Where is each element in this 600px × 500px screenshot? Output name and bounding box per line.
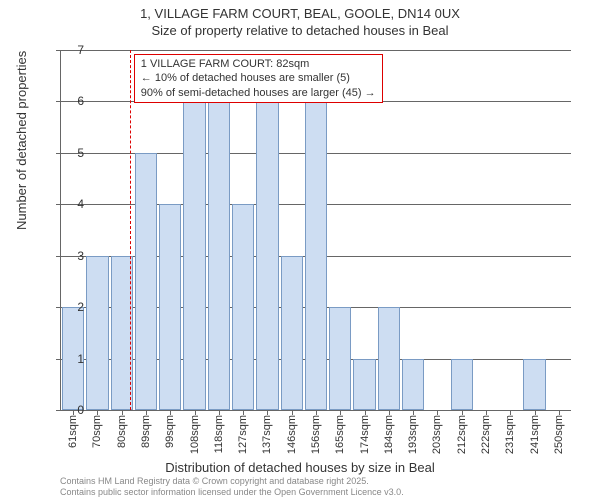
annotation-line2: ← 10% of detached houses are smaller (5) [141,71,376,85]
xtick-label: 250sqm [553,415,565,454]
ytick-mark [56,50,61,51]
bar [305,101,327,410]
ytick-mark [56,204,61,205]
ytick-mark [56,101,61,102]
xtick-label: 137sqm [261,415,273,454]
title-line2: Size of property relative to detached ho… [0,23,600,40]
bar [159,204,181,410]
xtick-label: 231sqm [504,415,516,454]
y-axis-label: Number of detached properties [14,51,29,230]
xtick-label: 165sqm [334,415,346,454]
bar [86,256,108,410]
ytick-label: 1 [64,352,84,366]
plot-region: 61sqm70sqm80sqm89sqm99sqm108sqm118sqm127… [60,50,571,411]
xtick-label: 222sqm [480,415,492,454]
bar [329,307,351,410]
annotation-box: 1 VILLAGE FARM COURT: 82sqm← 10% of deta… [134,54,383,103]
xtick-label: 89sqm [140,415,152,448]
ytick-mark [56,307,61,308]
xtick-label: 80sqm [116,415,128,448]
footer-line2: Contains public sector information licen… [60,487,404,498]
ytick-label: 6 [64,94,84,108]
bar [281,256,303,410]
xtick-label: 184sqm [383,415,395,454]
bar [135,153,157,410]
xtick-label: 203sqm [431,415,443,454]
chart-area: 61sqm70sqm80sqm89sqm99sqm108sqm118sqm127… [60,50,570,410]
ytick-mark [56,256,61,257]
ytick-label: 4 [64,197,84,211]
xtick-label: 70sqm [91,415,103,448]
xtick-label: 212sqm [456,415,468,454]
bar [183,101,205,410]
ytick-mark [56,153,61,154]
ytick-mark [56,359,61,360]
gridline [61,50,571,51]
bar [353,359,375,410]
ytick-mark [56,410,61,411]
bar [402,359,424,410]
footer-line1: Contains HM Land Registry data © Crown c… [60,476,404,487]
xtick-label: 108sqm [189,415,201,454]
bar [208,101,230,410]
xtick-label: 146sqm [286,415,298,454]
xtick-label: 193sqm [407,415,419,454]
xtick-label: 99sqm [164,415,176,448]
annotation-line3: 90% of semi-detached houses are larger (… [141,86,376,100]
x-axis-label: Distribution of detached houses by size … [0,460,600,475]
annotation-line1: 1 VILLAGE FARM COURT: 82sqm [141,57,376,71]
footer-attribution: Contains HM Land Registry data © Crown c… [60,476,404,498]
ytick-label: 0 [64,403,84,417]
bar [451,359,473,410]
bar [256,101,278,410]
xtick-label: 174sqm [359,415,371,454]
xtick-label: 127sqm [237,415,249,454]
bar [523,359,545,410]
marker-line [130,50,131,410]
bar [378,307,400,410]
xtick-label: 156sqm [310,415,322,454]
xtick-label: 61sqm [67,415,79,448]
title-line1: 1, VILLAGE FARM COURT, BEAL, GOOLE, DN14… [0,6,600,23]
chart-title: 1, VILLAGE FARM COURT, BEAL, GOOLE, DN14… [0,0,600,40]
ytick-label: 5 [64,146,84,160]
ytick-label: 2 [64,300,84,314]
ytick-label: 3 [64,249,84,263]
xtick-label: 118sqm [213,415,225,453]
xtick-label: 241sqm [529,415,541,454]
ytick-label: 7 [64,43,84,57]
bar [232,204,254,410]
